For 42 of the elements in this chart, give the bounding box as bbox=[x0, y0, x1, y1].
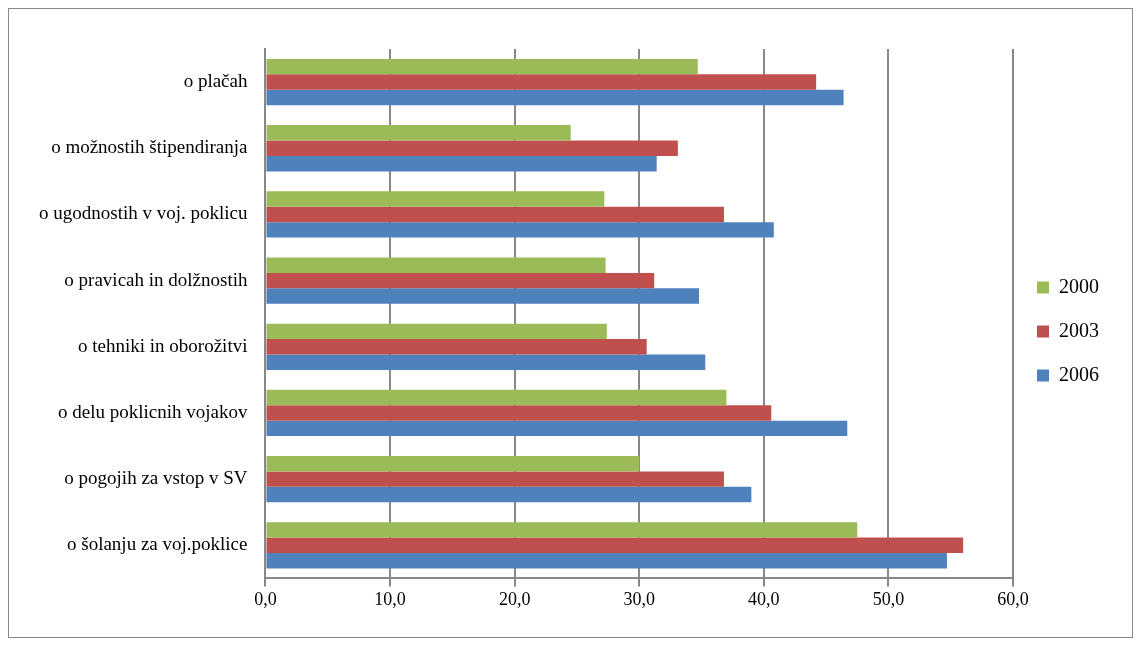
y-tick-label: o delu poklicnih vojakov bbox=[58, 400, 248, 422]
bar bbox=[266, 455, 640, 472]
bar bbox=[266, 206, 724, 223]
bar bbox=[266, 537, 964, 554]
bar bbox=[266, 257, 606, 273]
x-tick-label: 60,0 bbox=[997, 588, 1029, 609]
x-tick-label: 0,0 bbox=[254, 588, 277, 609]
bar bbox=[266, 89, 844, 106]
bar bbox=[266, 58, 698, 75]
y-tick-label: o plačah bbox=[183, 70, 248, 92]
bar bbox=[266, 354, 706, 370]
x-tick-label: 30,0 bbox=[623, 588, 655, 609]
bar bbox=[266, 553, 947, 569]
legend-label: 2006 bbox=[1059, 362, 1099, 385]
bar bbox=[266, 272, 655, 289]
bar bbox=[266, 140, 678, 156]
bar bbox=[266, 323, 607, 340]
bar bbox=[266, 471, 724, 487]
bar bbox=[266, 389, 727, 406]
y-tick-label: o pogojih za vstop v SV bbox=[64, 467, 248, 489]
bar bbox=[266, 288, 700, 304]
bar bbox=[266, 420, 848, 437]
legend-label: 2003 bbox=[1059, 318, 1099, 341]
y-tick-label: o pravicah in dolžnostih bbox=[64, 268, 248, 290]
y-tick-label: o možnostih štipendiranja bbox=[51, 136, 249, 158]
y-tick-label: o šolanju za voj.poklice bbox=[67, 533, 248, 555]
bar bbox=[266, 191, 605, 207]
y-tick-label: o ugodnostih v voj. poklicu bbox=[38, 202, 248, 224]
x-tick-label: 50,0 bbox=[872, 588, 905, 609]
y-tick-label: o tehniki in oborožitvi bbox=[78, 334, 248, 356]
bar bbox=[266, 155, 657, 172]
x-tick-label: 10,0 bbox=[374, 588, 406, 609]
x-tick-label: 20,0 bbox=[498, 588, 531, 609]
bar bbox=[266, 222, 774, 238]
bar bbox=[266, 339, 647, 355]
bar bbox=[266, 125, 571, 141]
bar bbox=[266, 522, 858, 538]
bar bbox=[266, 486, 752, 503]
bar bbox=[266, 74, 817, 90]
x-tick-label: 40,0 bbox=[748, 588, 780, 609]
legend-label: 2000 bbox=[1059, 274, 1099, 297]
bar bbox=[266, 405, 772, 421]
